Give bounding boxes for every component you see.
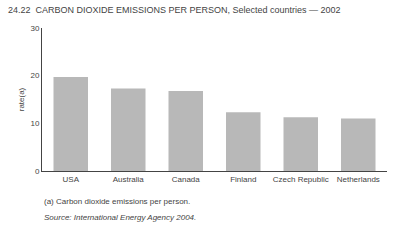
svg-text:20: 20 (30, 71, 39, 80)
svg-text:USA: USA (63, 175, 80, 184)
svg-text:Australia: Australia (113, 175, 145, 184)
svg-text:24.22 CARBON DIOXIDE EMISSION: 24.22 CARBON DIOXIDE EMISSIONS PER PERSO… (8, 5, 341, 15)
svg-text:rate(a): rate(a) (17, 87, 26, 111)
svg-text:10: 10 (30, 119, 39, 128)
svg-text:Canada: Canada (172, 175, 201, 184)
svg-text:0: 0 (35, 167, 40, 176)
svg-text:Source: International Energy A: Source: International Energy Agency 2004… (44, 213, 196, 222)
svg-text:Finland: Finland (230, 175, 256, 184)
svg-text:(a) Carbon dioxide emissions p: (a) Carbon dioxide emissions per person. (44, 197, 190, 206)
svg-text:Czech Republic: Czech Republic (273, 175, 329, 184)
svg-text:30: 30 (30, 24, 39, 33)
svg-text:Netherlands: Netherlands (337, 175, 380, 184)
